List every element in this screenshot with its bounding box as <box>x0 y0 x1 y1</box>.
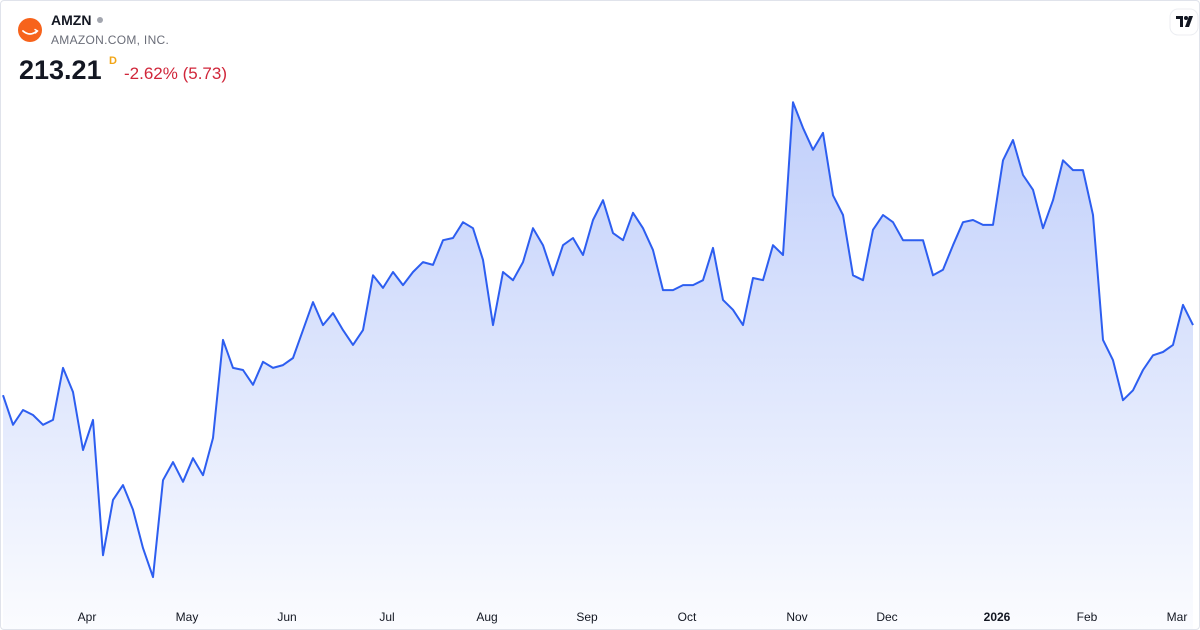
x-tick-label: Mar <box>1167 610 1188 624</box>
x-tick-label: May <box>176 610 199 624</box>
price-change: -2.62% (5.73) <box>124 64 227 83</box>
x-tick-label: 2026 <box>984 610 1011 624</box>
ticker: AMZN <box>51 12 92 28</box>
area-fill <box>3 102 1193 629</box>
price-line <box>2 101 1194 579</box>
company-name: AMAZON.COM, INC. <box>51 33 170 47</box>
x-tick-label: Aug <box>476 610 497 624</box>
x-tick-label: Jun <box>277 610 296 624</box>
x-tick-label: Apr <box>78 610 97 624</box>
status-dot <box>97 17 103 23</box>
x-tick-label: Feb <box>1077 610 1098 624</box>
x-tick-label: Sep <box>576 610 598 624</box>
logo <box>18 18 42 42</box>
price: 213.21 <box>19 55 102 85</box>
tradingview-logo[interactable] <box>1169 8 1199 36</box>
x-tick-label: Oct <box>678 610 697 624</box>
x-tick-label: Jul <box>379 610 394 624</box>
interval: D <box>109 55 117 67</box>
x-tick-label: Nov <box>786 610 807 624</box>
x-tick-label: Dec <box>876 610 897 624</box>
